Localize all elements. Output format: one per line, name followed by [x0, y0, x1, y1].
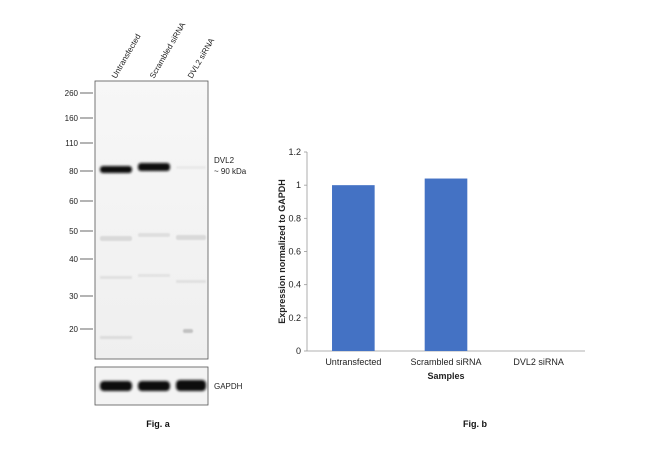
dvl2-band-scrambled — [138, 163, 170, 171]
lane-label-untransfected: Untransfected — [110, 32, 143, 80]
blot-membrane-main — [94, 80, 209, 360]
background-bands — [100, 166, 206, 339]
figure-b-caption: Fig. b — [463, 419, 487, 429]
dvl2-band-untransfected — [100, 166, 132, 173]
x-tick-label: Scrambled siRNA — [410, 357, 481, 367]
ladder-label: 110 — [65, 139, 78, 148]
y-axis-title: Expression normalized to GAPDH — [277, 179, 287, 324]
ladder-label: 50 — [69, 227, 78, 236]
target-size-label: ~ 90 kDa — [214, 167, 247, 176]
y-tick-label: 0.6 — [288, 247, 301, 257]
y-tick-label: 1 — [296, 180, 301, 190]
bar-scrambled-sirna — [424, 178, 468, 351]
gapdh-band-untransfected — [100, 381, 132, 391]
target-protein-label: DVL2 — [214, 156, 235, 165]
y-tick-label: 1.2 — [288, 147, 301, 157]
y-tick-label: 0.8 — [288, 213, 301, 223]
ladder-ticks — [80, 92, 93, 330]
gapdh-bands — [100, 380, 206, 391]
ladder-label: 30 — [69, 292, 78, 301]
x-tick-label: DVL2 siRNA — [513, 357, 564, 367]
x-axis-title: Samples — [427, 371, 464, 381]
ladder-label: 20 — [69, 325, 78, 334]
gapdh-band-dvl2-sirna — [176, 380, 206, 391]
lane-label-scrambled: Scrambled siRNA — [148, 20, 188, 80]
ladder-label: 260 — [65, 89, 79, 98]
x-tick-label: Untransfected — [325, 357, 381, 367]
gapdh-band-scrambled — [138, 381, 170, 391]
bar-chart: 0 0.2 0.4 0.6 0.8 1 1.2 Untransfected Scrambled… — [277, 147, 585, 429]
y-tick-label: 0.2 — [288, 313, 301, 323]
bar-untransfected — [332, 185, 375, 351]
lane-label-dvl2-sirna: DVL2 siRNA — [186, 36, 217, 80]
ladder-labels: 260 160 110 80 60 50 40 30 20 — [65, 89, 79, 334]
ladder-label: 80 — [69, 167, 78, 176]
chart-bars — [332, 178, 468, 351]
ladder-label: 160 — [65, 114, 79, 123]
lane-labels: Untransfected Scrambled siRNA DVL2 siRNA — [110, 20, 217, 80]
y-tick-labels: 0 0.2 0.4 0.6 0.8 1 1.2 — [288, 147, 307, 356]
dvl2-bands — [100, 163, 170, 173]
x-tick-labels: Untransfected Scrambled siRNA DVL2 siRNA — [325, 357, 564, 367]
figure-a-caption: Fig. a — [146, 419, 170, 429]
ladder-label: 60 — [69, 197, 78, 206]
y-tick-label: 0 — [296, 346, 301, 356]
ladder-label: 40 — [69, 255, 78, 264]
loading-control-label: GAPDH — [214, 382, 243, 391]
y-tick-label: 0.4 — [288, 280, 301, 290]
western-blot-panel: Untransfected Scrambled siRNA DVL2 siRNA — [65, 20, 247, 429]
